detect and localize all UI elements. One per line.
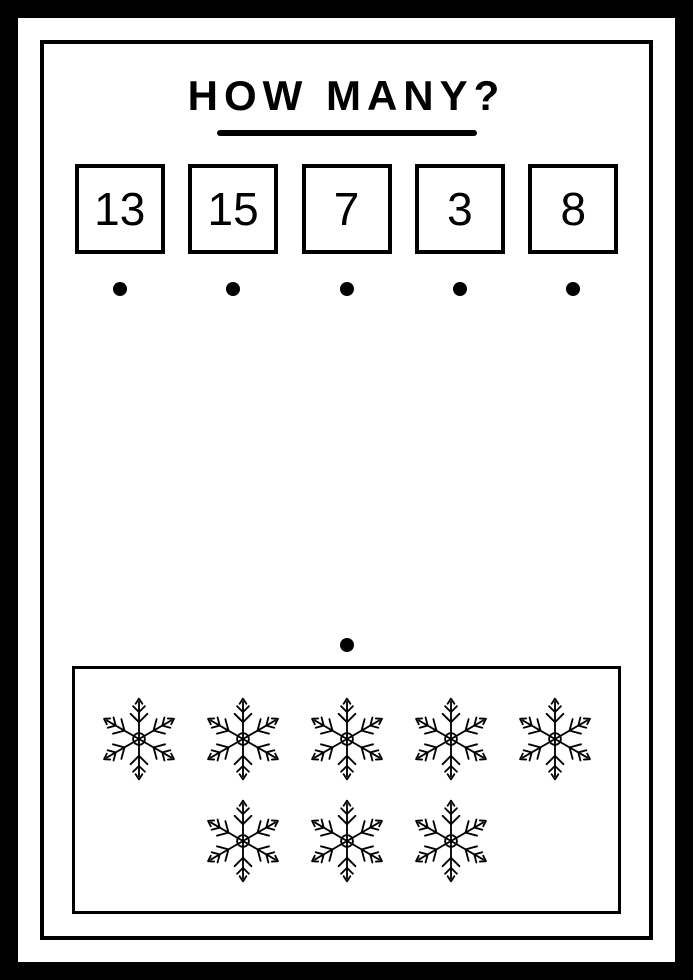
connect-dot-icon (113, 282, 127, 296)
matching-space (72, 296, 621, 638)
number-choice[interactable]: 7 (299, 164, 394, 296)
snowflake-icon (409, 697, 493, 781)
snowflake-icon (409, 799, 493, 883)
number-choice[interactable]: 13 (72, 164, 167, 296)
inner-frame: HOW MANY? 13 15 7 3 8 (40, 40, 653, 940)
snowflake-row (89, 697, 604, 781)
snowflake-icon (201, 697, 285, 781)
number-choices-row: 13 15 7 3 8 (72, 164, 621, 296)
number-choice[interactable]: 3 (412, 164, 507, 296)
connect-dot-icon (566, 282, 580, 296)
page-title: HOW MANY? (72, 72, 621, 120)
number-box: 7 (302, 164, 392, 254)
counting-area (72, 666, 621, 914)
snowflake-row (89, 799, 604, 883)
connect-dot-icon (340, 638, 354, 652)
connect-dot-icon (226, 282, 240, 296)
snowflake-icon (305, 697, 389, 781)
number-choice[interactable]: 15 (185, 164, 280, 296)
snowflake-icon (97, 697, 181, 781)
snowflake-icon (305, 799, 389, 883)
snowflake-icon (201, 799, 285, 883)
snowflake-icon (513, 697, 597, 781)
number-box: 3 (415, 164, 505, 254)
connect-dot-icon (340, 282, 354, 296)
connect-dot-icon (453, 282, 467, 296)
number-choice[interactable]: 8 (526, 164, 621, 296)
number-box: 8 (528, 164, 618, 254)
answer-dot-wrap (72, 638, 621, 652)
outer-frame: HOW MANY? 13 15 7 3 8 (0, 0, 693, 980)
number-box: 13 (75, 164, 165, 254)
number-box: 15 (188, 164, 278, 254)
title-underline (217, 130, 477, 136)
